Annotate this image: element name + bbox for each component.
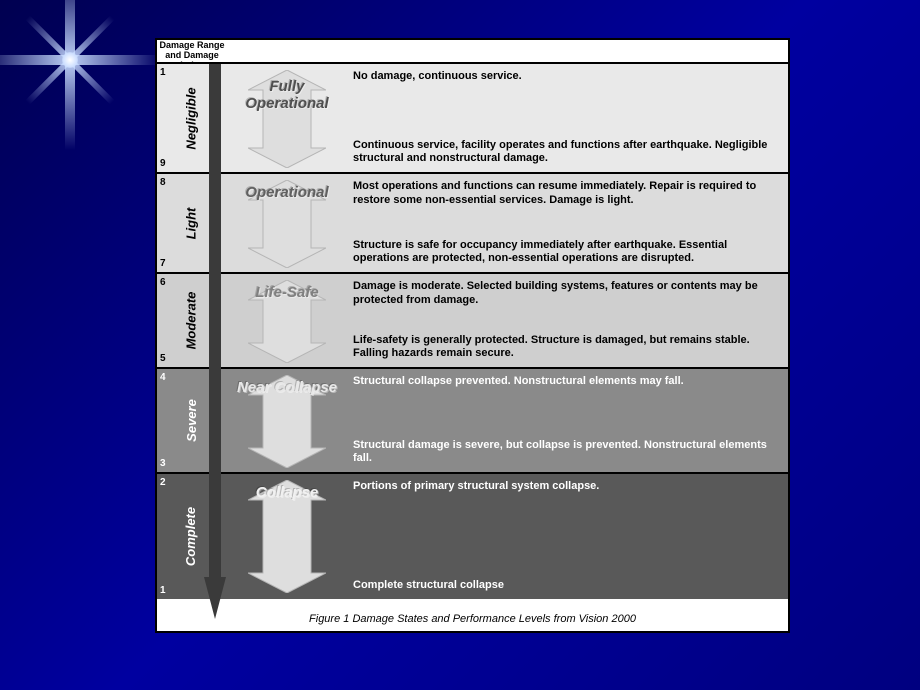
ray-horizontal — [0, 55, 160, 65]
damage-range-label: Negligible — [184, 87, 199, 149]
performance-label: Life-Safe — [227, 284, 347, 301]
performance-col: Fully Operational — [227, 64, 347, 172]
index-col: 65 — [157, 274, 177, 367]
description-bottom: Structure is safe for occupancy immediat… — [353, 239, 780, 267]
index-col: 21 — [157, 474, 177, 599]
main-damage-arrow-icon — [204, 64, 226, 619]
damage-range-col: Negligible — [177, 64, 205, 172]
damage-range-label: Complete — [184, 507, 199, 566]
damage-range-label: Moderate — [184, 292, 199, 350]
index-bottom: 5 — [160, 353, 177, 364]
index-top: 1 — [160, 67, 177, 78]
index-bottom: 1 — [160, 585, 177, 596]
performance-col: Collapse — [227, 474, 347, 599]
description-bottom: Structural damage is severe, but collaps… — [353, 439, 780, 467]
index-bottom: 7 — [160, 258, 177, 269]
description-bottom: Continuous service, facility operates an… — [353, 139, 780, 167]
level-row: 19NegligibleFully OperationalNo damage, … — [157, 64, 788, 174]
performance-label: Operational — [227, 184, 347, 201]
index-top: 4 — [160, 372, 177, 383]
description-col: Damage is moderate. Selected building sy… — [347, 274, 788, 367]
damage-range-label: Severe — [184, 399, 199, 442]
description-bottom: Life-safety is generally protected. Stru… — [353, 334, 780, 362]
description-bottom: Complete structural collapse — [353, 579, 780, 593]
performance-label: Near Collapse — [227, 379, 347, 396]
figure-caption: Figure 1 Damage States and Performance L… — [157, 613, 788, 625]
ray-vertical — [65, 0, 75, 150]
performance-col: Operational — [227, 174, 347, 272]
performance-col: Life-Safe — [227, 274, 347, 367]
ray-diagonal-1 — [25, 15, 114, 104]
index-top: 2 — [160, 477, 177, 488]
description-col: No damage, continuous service. Continuous… — [347, 64, 788, 172]
levels-container: 19NegligibleFully OperationalNo damage, … — [157, 64, 788, 599]
star-core — [62, 52, 78, 68]
header-label: Damage Range and Damage Index — [157, 40, 227, 62]
description-top: Portions of primary structural system co… — [353, 480, 780, 494]
level-row: 21CompleteCollapsePortions of primary st… — [157, 474, 788, 599]
damage-range-col: Complete — [177, 474, 205, 599]
description-top: Structural collapse prevented. Nonstruct… — [353, 375, 780, 389]
description-top: Damage is moderate. Selected building sy… — [353, 280, 780, 308]
index-top: 8 — [160, 177, 177, 188]
ray-diagonal-2 — [25, 15, 114, 104]
description-col: Portions of primary structural system co… — [347, 474, 788, 599]
index-top: 6 — [160, 277, 177, 288]
index-col: 87 — [157, 174, 177, 272]
damage-range-col: Light — [177, 174, 205, 272]
index-bottom: 3 — [160, 458, 177, 469]
description-col: Most operations and functions can resume… — [347, 174, 788, 272]
damage-range-col: Severe — [177, 369, 205, 472]
description-col: Structural collapse prevented. Nonstruct… — [347, 369, 788, 472]
level-row: 65ModerateLife-SafeDamage is moderate. S… — [157, 274, 788, 369]
description-top: No damage, continuous service. — [353, 70, 780, 84]
damage-states-figure: Damage Range and Damage Index 19Negligib… — [155, 38, 790, 633]
performance-label: Collapse — [227, 484, 347, 501]
performance-col: Near Collapse — [227, 369, 347, 472]
level-row: 87LightOperationalMost operations and fu… — [157, 174, 788, 274]
damage-range-label: Light — [184, 207, 199, 239]
index-col: 43 — [157, 369, 177, 472]
description-top: Most operations and functions can resume… — [353, 180, 780, 208]
damage-range-col: Moderate — [177, 274, 205, 367]
performance-label: Fully Operational — [227, 78, 347, 113]
index-bottom: 9 — [160, 158, 177, 169]
level-row: 43SevereNear CollapseStructural collapse… — [157, 369, 788, 474]
index-col: 19 — [157, 64, 177, 172]
header-row: Damage Range and Damage Index — [157, 40, 788, 64]
